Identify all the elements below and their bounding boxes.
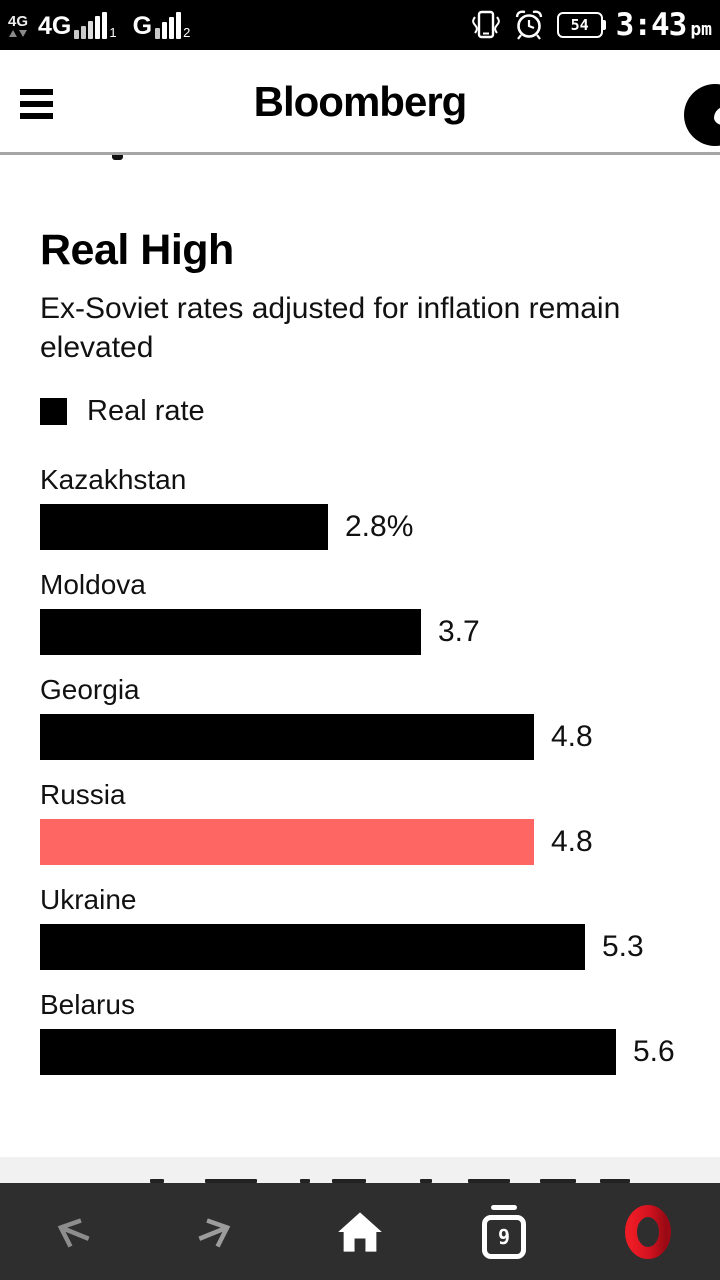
bar-value: 4.8 bbox=[551, 720, 593, 753]
data-activity-icon: 4G bbox=[8, 14, 28, 37]
chart: Real High Ex-Soviet rates adjusted for i… bbox=[0, 158, 720, 1094]
home-icon bbox=[338, 1211, 382, 1252]
clipped-text-fragment bbox=[112, 155, 123, 160]
clipped-text-strip bbox=[0, 1157, 720, 1183]
bar bbox=[40, 714, 534, 760]
bar-label: Russia bbox=[40, 779, 126, 810]
back-button[interactable] bbox=[0, 1183, 144, 1280]
chart-subtitle: Ex-Soviet rates adjusted for inflation r… bbox=[40, 292, 621, 364]
bar bbox=[40, 504, 328, 550]
bar-label: Ukraine bbox=[40, 884, 137, 915]
bar-row-belarus: Belarus 5.6 bbox=[40, 989, 680, 1075]
legend-label: Real rate bbox=[87, 395, 205, 427]
browser-navbar: 9 bbox=[0, 1183, 720, 1280]
home-button[interactable] bbox=[288, 1183, 432, 1280]
bar bbox=[40, 1029, 616, 1075]
sim1-signal-icon: 4G 1 bbox=[38, 11, 117, 40]
bar-row-ukraine: Ukraine 5.3 bbox=[40, 884, 680, 970]
bar-row-georgia: Georgia 4.8 bbox=[40, 674, 680, 760]
alarm-icon bbox=[515, 10, 542, 40]
tab-count: 9 bbox=[497, 1224, 511, 1249]
bar-row-russia: Russia 4.8 bbox=[40, 779, 680, 865]
bar-row-kazakhstan: Kazakhstan 2.8% bbox=[40, 464, 680, 550]
bar-label: Georgia bbox=[40, 674, 140, 705]
bar bbox=[40, 924, 585, 970]
status-bar: 4G 4G 1 G 2 bbox=[0, 0, 720, 50]
bar-label: Moldova bbox=[40, 569, 146, 600]
bar-value: 5.3 bbox=[602, 930, 644, 963]
bar-value: 2.8% bbox=[345, 510, 414, 543]
battery-icon: 54 bbox=[556, 12, 606, 38]
bar-label: Belarus bbox=[40, 989, 135, 1020]
clock: 3:43 pm bbox=[615, 7, 712, 43]
tabs-button[interactable]: 9 bbox=[432, 1183, 576, 1280]
sim2-signal-icon: G 2 bbox=[132, 11, 191, 40]
forward-arrow-icon bbox=[198, 1217, 231, 1247]
vibrate-icon bbox=[471, 10, 500, 39]
app-header: Bloomberg bbox=[0, 50, 720, 155]
bar-value: 3.7 bbox=[438, 615, 480, 648]
battery-level: 54 bbox=[570, 16, 589, 34]
menu-icon[interactable] bbox=[20, 89, 53, 119]
bar bbox=[40, 609, 421, 655]
bar-row-moldova: Moldova 3.7 bbox=[40, 569, 680, 655]
chart-legend: Real rate bbox=[40, 395, 680, 428]
opera-logo-icon bbox=[625, 1204, 671, 1259]
chart-title: Real High bbox=[40, 226, 234, 274]
forward-button[interactable] bbox=[144, 1183, 288, 1280]
tabs-icon: 9 bbox=[481, 1204, 527, 1259]
legend-swatch bbox=[40, 398, 67, 425]
bar-highlighted bbox=[40, 819, 534, 865]
bar-value: 4.8 bbox=[551, 825, 593, 858]
bar-label: Kazakhstan bbox=[40, 464, 187, 495]
brand-logo[interactable]: Bloomberg bbox=[253, 78, 468, 125]
bar-value: 5.6 bbox=[633, 1035, 675, 1068]
opera-menu-button[interactable] bbox=[576, 1183, 720, 1280]
back-arrow-icon bbox=[57, 1217, 90, 1247]
